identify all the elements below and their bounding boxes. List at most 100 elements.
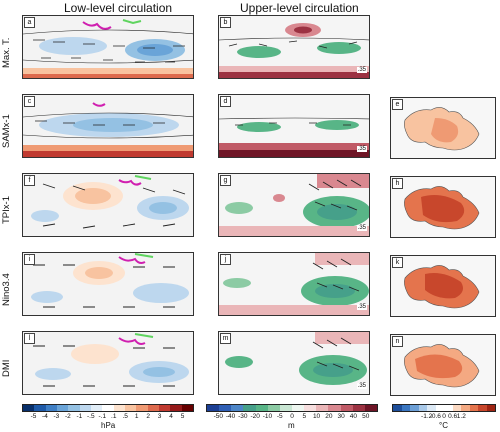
row-label-samx: SAMx-1 bbox=[1, 114, 12, 149]
panel-k-australia-map: k bbox=[390, 255, 496, 317]
colorbar-m-swatch bbox=[207, 405, 220, 411]
colorbar-hpa-swatch bbox=[113, 405, 125, 411]
colorbar-hpa-tick-label: 4 bbox=[169, 413, 173, 420]
colorbar-hpa-tick-label: -3 bbox=[53, 413, 60, 420]
colorbar-m-swatch bbox=[291, 405, 305, 411]
reference-vector: .35 bbox=[356, 304, 367, 310]
panel-m-upper-level-map: m .35 bbox=[218, 331, 370, 395]
colorbar-degc-swatch bbox=[444, 405, 453, 411]
panel-label-e: e bbox=[392, 99, 403, 110]
colorbar-hpa-tick-label: -4 bbox=[42, 413, 48, 420]
colorbar-hpa-tick-label: 1 bbox=[134, 413, 139, 420]
reference-vector: .35 bbox=[356, 146, 367, 152]
panel-label-l: l bbox=[24, 333, 35, 344]
panel-b-upper-level-map: b .35 bbox=[218, 15, 370, 79]
colorbar-m-labels: -50 -40 -30 -20 -10 -5 0 5 10 20 30 40 50 bbox=[206, 413, 378, 421]
colorbar-m-swatch bbox=[219, 405, 232, 411]
panel-label-m: m bbox=[220, 333, 231, 344]
panel-label-k: k bbox=[392, 257, 403, 268]
colorbar-hpa-swatch bbox=[170, 405, 182, 411]
colorbar-m-swatch bbox=[364, 405, 377, 411]
colorbar-degc bbox=[392, 404, 496, 412]
colorbar-hpa-swatch bbox=[136, 405, 148, 411]
colorbar-m-swatch bbox=[243, 405, 256, 411]
colorbar-m-swatch bbox=[279, 405, 292, 411]
panel-a-low-level-map: a bbox=[22, 15, 194, 79]
colorbar-hpa-tick-label: .1 bbox=[111, 413, 117, 420]
colorbar-degc-swatch bbox=[478, 405, 487, 411]
colorbar-hpa-swatch bbox=[147, 405, 159, 411]
colorbar-m-swatch bbox=[255, 405, 268, 411]
colorbar-hpa-tick-label: 5 bbox=[180, 413, 185, 420]
colorbar-m-swatch bbox=[340, 405, 353, 411]
upper-level-title: Upper-level circulation bbox=[240, 1, 359, 15]
colorbar-hpa-swatch bbox=[34, 405, 46, 411]
colorbar-m-tick-label: 40 bbox=[349, 413, 358, 420]
colorbar-m-swatch bbox=[352, 405, 365, 411]
colorbar-hpa-labels: -5 -4 -3 -2 -1 -.5 -.1 .1 .5 1 2 3 4 5 bbox=[22, 413, 194, 421]
colorbar-m-swatch bbox=[328, 405, 341, 411]
panel-d-upper-level-map: d .35 bbox=[218, 94, 370, 158]
low-level-title: Low-level circulation bbox=[64, 1, 173, 15]
colorbar-m-swatch bbox=[231, 405, 244, 411]
colorbar-hpa-tick-label: -2 bbox=[64, 413, 71, 420]
colorbar-m-tick-label: 20 bbox=[325, 413, 333, 420]
colorbar-hpa-tick-label: -.1 bbox=[98, 413, 107, 420]
colorbar-hpa-swatch bbox=[45, 405, 57, 411]
colorbar-m-swatch bbox=[304, 405, 317, 411]
colorbar-degc-swatch bbox=[452, 405, 461, 411]
colorbar-m-tick-label: -40 bbox=[225, 413, 236, 420]
colorbar-degc-tick-label: -0.6 bbox=[429, 413, 441, 420]
colorbar-degc-swatch bbox=[486, 405, 495, 411]
colorbar-m-tick-label: -10 bbox=[262, 413, 273, 420]
panel-n-australia-map: n bbox=[390, 334, 496, 396]
panel-label-g: g bbox=[220, 175, 231, 186]
colorbar-degc-swatch bbox=[393, 405, 402, 411]
colorbar-m bbox=[206, 404, 378, 412]
colorbar-m-swatch bbox=[267, 405, 280, 411]
panel-label-i: i bbox=[24, 254, 35, 265]
colorbar-hpa-tick-label: .5 bbox=[122, 413, 128, 420]
colorbar-hpa-swatch bbox=[79, 405, 91, 411]
colorbar-m-tick-label: 30 bbox=[337, 413, 345, 420]
panel-h-australia-map: h bbox=[390, 176, 496, 238]
panel-label-n: n bbox=[392, 336, 403, 347]
colorbar-hpa-unit: hPa bbox=[101, 421, 116, 430]
row-label-tpix: TPIx-1 bbox=[1, 196, 12, 225]
colorbar-m-tick-label: 10 bbox=[312, 413, 321, 420]
colorbar-degc-swatch bbox=[435, 405, 444, 411]
colorbar-degc-swatch bbox=[401, 405, 410, 411]
panel-l-low-level-map: l bbox=[22, 331, 194, 395]
colorbar-hpa-swatch bbox=[158, 405, 171, 411]
panel-j-upper-level-map: j .35 bbox=[218, 252, 370, 316]
colorbar-degc-tick-label: -1.2 bbox=[421, 413, 433, 420]
colorbar-hpa-tick-label: -.5 bbox=[87, 413, 95, 420]
panel-f-low-level-map: f bbox=[22, 173, 194, 237]
panel-label-b: b bbox=[220, 17, 231, 28]
colorbar-degc-labels: -1.2 -0.6 0 0.6 1.2 bbox=[392, 413, 496, 421]
colorbar-m-tick-label: -50 bbox=[213, 413, 223, 420]
panel-label-f: f bbox=[24, 175, 35, 186]
colorbar-m-tick-label: 0 bbox=[290, 413, 294, 420]
colorbar-hpa-tick-label: -5 bbox=[30, 413, 37, 420]
colorbar-m-unit: m bbox=[288, 421, 295, 430]
colorbar-m-tick-label: -20 bbox=[250, 413, 260, 420]
colorbar-hpa-swatch bbox=[56, 405, 69, 411]
colorbar-degc-swatch bbox=[461, 405, 470, 411]
colorbar-degc-tick-label: 0 bbox=[442, 413, 446, 420]
colorbar-degc-tick-label: 0.6 bbox=[448, 413, 458, 420]
panel-label-d: d bbox=[220, 96, 231, 107]
colorbar-degc-swatch bbox=[418, 405, 427, 411]
row-label-nino: Nino3.4 bbox=[1, 273, 12, 306]
panel-label-j: j bbox=[220, 254, 231, 265]
colorbar-m-tick-label: -30 bbox=[238, 413, 248, 420]
colorbar-hpa-swatch bbox=[181, 405, 193, 411]
colorbar-m-tick-label: 50 bbox=[362, 413, 370, 420]
colorbar-hpa-swatch bbox=[102, 405, 114, 411]
reference-vector: .35 bbox=[356, 383, 367, 389]
panel-g-upper-level-map: g .35 bbox=[218, 173, 370, 237]
panel-i-low-level-map: i bbox=[22, 252, 194, 316]
colorbar-hpa-swatch bbox=[124, 405, 137, 411]
panel-label-h: h bbox=[392, 178, 403, 189]
colorbar-degc-tick-label: 1.2 bbox=[456, 413, 466, 420]
